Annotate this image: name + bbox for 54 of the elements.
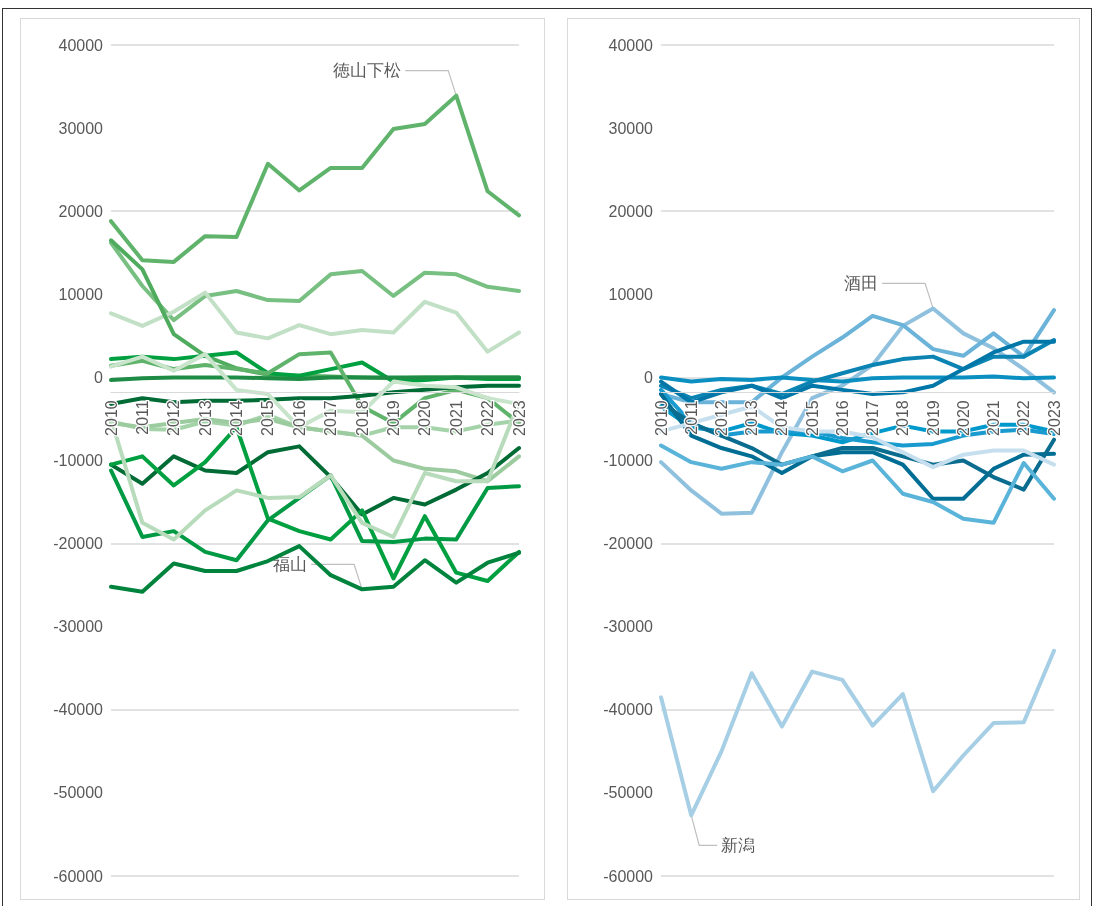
y-tick-label: -50000 — [603, 784, 654, 802]
y-tick-label: 20000 — [608, 202, 654, 220]
x-tick-label: 2022 — [1015, 400, 1033, 436]
y-tick-label: -20000 — [53, 535, 104, 553]
y-tick-label: 10000 — [608, 285, 654, 303]
y-tick-label: -40000 — [53, 701, 104, 719]
y-tick-label: 10000 — [58, 285, 104, 303]
y-tick-label: 20000 — [58, 202, 104, 220]
x-tick-label: 2012 — [165, 400, 183, 436]
y-tick-label: 40000 — [608, 36, 654, 54]
x-tick-label: 2010 — [102, 400, 120, 436]
y-tick-label: -10000 — [53, 452, 104, 469]
y-tick-label: -20000 — [603, 535, 654, 553]
x-tick-label: 2019 — [384, 400, 402, 436]
x-tick-label: 2018 — [894, 400, 912, 436]
x-tick-label: 2019 — [924, 400, 942, 436]
y-tick-label: -30000 — [53, 618, 104, 636]
x-tick-label: 2021 — [985, 400, 1003, 436]
x-tick-label: 2010 — [652, 400, 670, 436]
x-tick-label: 2015 — [803, 400, 821, 436]
y-tick-label: 40000 — [58, 36, 104, 54]
y-tick-label: -60000 — [53, 867, 104, 885]
y-tick-label: 30000 — [608, 119, 654, 137]
y-tick-label: -10000 — [603, 452, 654, 469]
x-tick-label: 2020 — [416, 400, 434, 436]
annotation: 酒田 — [844, 273, 879, 293]
y-tick-label: 0 — [94, 368, 104, 386]
x-tick-label: 2021 — [447, 400, 465, 436]
x-tick-label: 2013 — [743, 400, 761, 436]
x-tick-label: 2014 — [228, 400, 246, 436]
x-tick-label: 2016 — [833, 400, 851, 436]
x-tick-label: 2016 — [290, 400, 308, 436]
x-tick-label: 2022 — [479, 400, 497, 436]
x-tick-label: 2018 — [353, 400, 371, 436]
y-tick-label: 30000 — [58, 119, 104, 137]
x-tick-label: 2023 — [1045, 400, 1063, 436]
y-tick-label: 0 — [644, 368, 654, 386]
x-tick-label: 2012 — [712, 400, 730, 436]
annotation: 福山 — [273, 554, 308, 574]
x-tick-label: 2013 — [196, 400, 214, 436]
x-tick-label: 2015 — [259, 400, 277, 436]
y-tick-label: -30000 — [603, 618, 654, 636]
x-tick-label: 2014 — [773, 400, 791, 436]
x-tick-label: 2011 — [682, 400, 700, 435]
x-tick-label: 2023 — [510, 400, 528, 436]
y-tick-label: -40000 — [603, 701, 654, 719]
x-tick-label: 2020 — [954, 400, 972, 436]
x-tick-label: 2017 — [322, 400, 340, 436]
annotation: 新潟 — [721, 835, 756, 855]
annotation: 徳山下松 — [333, 61, 402, 81]
y-tick-label: -50000 — [53, 784, 104, 802]
x-tick-label: 2011 — [133, 400, 151, 435]
x-tick-label: 2017 — [864, 400, 882, 436]
y-tick-label: -60000 — [603, 867, 654, 885]
